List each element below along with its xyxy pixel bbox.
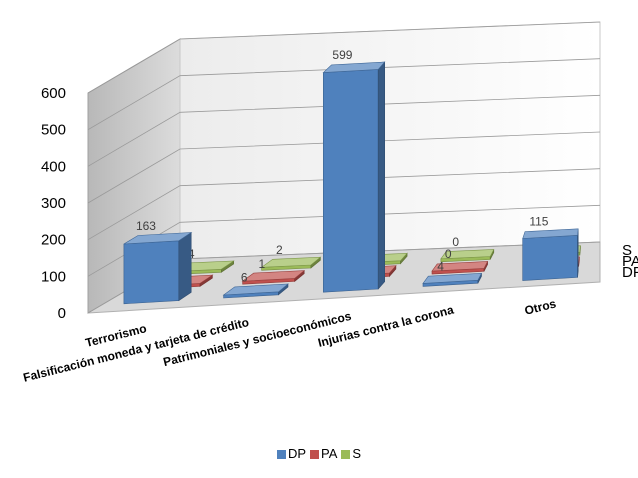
bar-DP-4 [422, 272, 483, 287]
gridlines [87, 21, 601, 314]
bar-DP-5 [522, 228, 579, 281]
legend-item: DP [276, 446, 306, 461]
gridline [87, 58, 601, 131]
gridline [87, 21, 601, 94]
y-tick-label: 500 [41, 122, 66, 139]
legend-item: S [341, 446, 361, 461]
bar-top-face [222, 283, 289, 296]
legend: DP PA S [0, 446, 638, 461]
data-label: 0 [452, 235, 459, 249]
bar-PA-2 [241, 269, 306, 285]
data-label: 0 [445, 247, 452, 261]
bar-top-face [123, 232, 193, 245]
bar-top-face [260, 256, 322, 268]
bar-side-face [377, 61, 386, 290]
y-tick-label: 300 [41, 195, 66, 212]
bar-side-face [178, 231, 192, 302]
bar-S-2 [260, 256, 322, 271]
bar-side-face [577, 228, 579, 278]
data-label: 6 [241, 270, 248, 284]
y-tick-label: 600 [41, 85, 66, 102]
series-axis-label: PA [622, 253, 638, 270]
data-label: 599 [332, 48, 352, 62]
data-label: 2 [276, 243, 283, 257]
series-axis-label: S [622, 242, 632, 259]
gridline [87, 168, 601, 241]
bar-top-face [522, 228, 579, 239]
series-axis-label: DP [622, 264, 638, 281]
x-tick-label: Otros [523, 296, 558, 317]
bar-top-face [440, 249, 495, 260]
bar-top-face [322, 61, 386, 73]
bar-S-4 [440, 249, 495, 263]
y-tick-label: 0 [58, 305, 66, 322]
legend-label: PA [321, 446, 338, 461]
data-label: 163 [136, 219, 156, 233]
gridline [87, 131, 601, 204]
legend-swatch [341, 450, 351, 459]
gridline [87, 94, 601, 167]
data-label: 4 [437, 259, 444, 273]
gridline [87, 204, 601, 277]
bar-top-face [431, 261, 489, 272]
bar-DP-2 [222, 283, 289, 299]
data-label: 1 [258, 257, 265, 271]
y-tick-label: 200 [41, 232, 66, 249]
bars: 420053190516365994115 [123, 48, 581, 305]
bar-front-face [522, 234, 578, 281]
legend-swatch [276, 450, 286, 459]
legend-label: S [352, 446, 362, 461]
y-axis: 0 100 200 300 400 500 600 [41, 85, 66, 322]
legend-swatch [310, 450, 319, 459]
bar-top-face [422, 272, 483, 284]
bar-front-face [322, 69, 379, 293]
bar-top-face [241, 270, 306, 282]
legend-item: PA [310, 446, 337, 461]
bar-PA-4 [431, 261, 489, 275]
bar-front-face [123, 240, 180, 305]
data-label: 115 [529, 215, 548, 229]
bar-DP-3 [322, 61, 386, 293]
y-tick-label: 100 [41, 268, 66, 285]
bar-DP-1 [123, 231, 193, 305]
legend-label: DP [287, 446, 306, 461]
y-tick-label: 400 [41, 158, 66, 175]
